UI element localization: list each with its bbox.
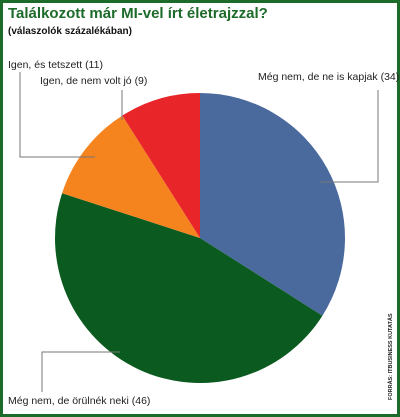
slice-value: (9)	[135, 75, 148, 87]
slice-label: Igen, és tetszett (11)	[8, 59, 103, 71]
chart-title: Találkozott már MI-vel írt életrajzzal?	[8, 5, 268, 22]
slice-name: Igen, és tetszett	[8, 59, 82, 71]
pie-slice	[122, 93, 200, 238]
leader-line	[19, 72, 95, 158]
slice-name: Igen, de nem volt jó	[40, 75, 132, 87]
pie-slice	[200, 93, 345, 316]
chart-subtitle: (válaszolók százalékában)	[8, 26, 132, 37]
source: FORRÁS: ITBUSINESS KUTATÁS	[387, 313, 394, 400]
slice-label: Még nem, de ne is kapjak (34)	[258, 71, 399, 83]
leader-line	[320, 90, 379, 183]
slice-label: Még nem, de örülnék neki (46)	[8, 395, 150, 407]
slice-name: Még nem, de örülnék neki	[8, 395, 129, 407]
slice-value: (11)	[85, 59, 103, 71]
slice-value: (34)	[381, 71, 400, 83]
leader-line	[41, 351, 120, 392]
slice-value: (46)	[132, 395, 151, 407]
pie-slice	[62, 115, 201, 238]
pie-slice	[55, 193, 323, 383]
slice-label: Igen, de nem volt jó (9)	[40, 75, 147, 87]
slice-name: Még nem, de ne is kapjak	[258, 71, 378, 83]
